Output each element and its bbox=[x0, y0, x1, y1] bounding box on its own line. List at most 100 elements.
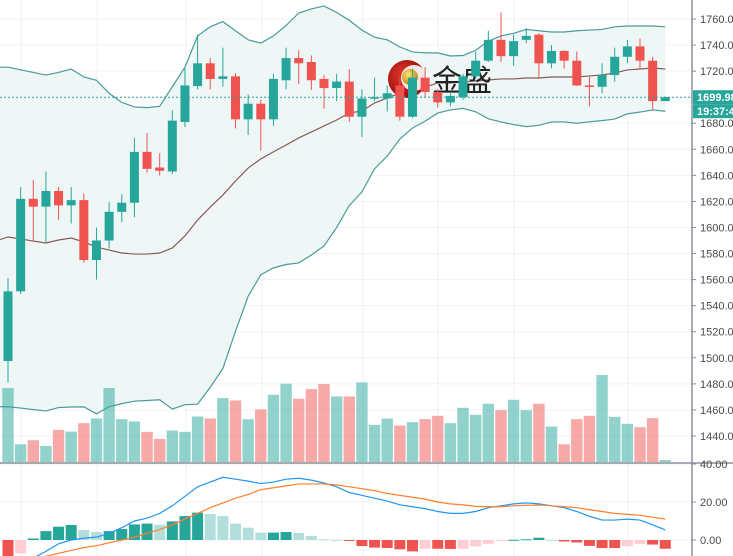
candle-body bbox=[243, 103, 253, 120]
candle bbox=[256, 99, 266, 151]
candle-body bbox=[584, 85, 594, 87]
candle bbox=[231, 73, 241, 129]
candle bbox=[622, 39, 632, 64]
volume-bar bbox=[634, 427, 646, 462]
candle-body bbox=[357, 98, 367, 117]
volume-bar bbox=[507, 399, 520, 462]
bollinger-bands bbox=[0, 5, 666, 415]
volume-bar bbox=[659, 459, 671, 462]
volume-bar bbox=[128, 421, 141, 462]
price-axis[interactable]: 1440.00 1460.00 1480.00 1500.00 1520.00 1540.… bbox=[692, 14, 733, 443]
macd-histogram-bar bbox=[596, 540, 608, 548]
volume-bar bbox=[457, 407, 469, 462]
candle-body bbox=[79, 200, 89, 261]
candle bbox=[28, 179, 38, 242]
macd-histogram-bar bbox=[166, 521, 178, 540]
macd-histogram-bar bbox=[343, 540, 355, 541]
macd-histogram-bar bbox=[192, 512, 204, 540]
candle bbox=[559, 50, 569, 69]
volume-bar bbox=[520, 410, 532, 462]
macd-histogram-bar bbox=[369, 540, 381, 548]
candle-body bbox=[471, 60, 481, 77]
macd-pane bbox=[2, 476, 671, 556]
candle bbox=[496, 12, 506, 62]
candle bbox=[332, 73, 342, 102]
macd-histogram-bar bbox=[230, 523, 242, 540]
price-tick-label: 1560.00 bbox=[700, 275, 733, 287]
macd-histogram-bar bbox=[217, 516, 229, 540]
volume-bar bbox=[103, 388, 115, 462]
macd-histogram-bar bbox=[533, 537, 545, 540]
candle bbox=[370, 77, 380, 102]
candle-body bbox=[142, 151, 152, 169]
volume-bar bbox=[545, 426, 558, 462]
macd-histogram-bar bbox=[609, 540, 621, 548]
macd-axis[interactable]: 0.00 20.00 40.00 bbox=[692, 459, 728, 547]
volume-bar bbox=[14, 444, 27, 462]
candle-body bbox=[635, 46, 645, 61]
volume-bar bbox=[368, 424, 381, 462]
candle-body bbox=[268, 78, 278, 120]
volume-bar bbox=[596, 375, 608, 462]
candle-body bbox=[395, 85, 405, 117]
macd-histogram-bar bbox=[470, 540, 482, 547]
macd-histogram-bar bbox=[40, 531, 52, 540]
macd-histogram-bar bbox=[621, 540, 633, 547]
candle bbox=[509, 34, 519, 66]
candle-body bbox=[319, 78, 329, 89]
candle-body bbox=[3, 291, 13, 362]
price-tick-label: 1760.00 bbox=[700, 14, 733, 26]
candle-body bbox=[458, 76, 468, 98]
volume-bar bbox=[27, 440, 39, 462]
candle-body bbox=[155, 167, 165, 171]
macd-histogram-bar bbox=[508, 539, 520, 541]
volume-bar bbox=[432, 415, 444, 462]
volume-bar bbox=[343, 396, 355, 462]
macd-histogram-bar bbox=[305, 536, 317, 540]
macd-histogram-bar bbox=[331, 539, 343, 541]
candle-body bbox=[231, 76, 241, 120]
macd-histogram-bar bbox=[179, 516, 191, 540]
volume-bar bbox=[204, 418, 216, 462]
candle bbox=[41, 171, 51, 244]
macd-histogram-bar bbox=[318, 539, 330, 541]
macd-histogram-bar bbox=[116, 528, 128, 540]
volume-bar bbox=[318, 384, 330, 462]
candle-body bbox=[117, 202, 127, 212]
volume-bar bbox=[583, 415, 596, 462]
candle bbox=[534, 33, 544, 79]
macd-histogram-bar bbox=[546, 539, 558, 541]
macd-histogram-bar bbox=[444, 540, 456, 549]
candle bbox=[584, 76, 594, 107]
macd-histogram-bar bbox=[647, 540, 659, 545]
candle bbox=[547, 45, 557, 69]
candle-body bbox=[370, 97, 380, 99]
price-tick-label: 1620.00 bbox=[700, 196, 733, 208]
volume-bar bbox=[229, 400, 242, 462]
signal-line bbox=[43, 483, 666, 556]
macd-histogram-bar bbox=[293, 532, 305, 540]
candle-body bbox=[180, 85, 190, 122]
candle-body bbox=[547, 50, 557, 64]
price-tick-label: 1520.00 bbox=[700, 327, 733, 339]
volume-bar bbox=[621, 423, 634, 462]
price-tick-label: 1460.00 bbox=[700, 405, 733, 417]
candle bbox=[471, 51, 481, 79]
macd-histogram-bar bbox=[280, 532, 292, 540]
volume-bar bbox=[293, 398, 305, 462]
candle-body bbox=[420, 77, 430, 92]
macd-histogram-bar bbox=[394, 540, 406, 550]
candle bbox=[483, 30, 493, 62]
candle-body bbox=[218, 76, 228, 79]
volume-bar bbox=[609, 416, 621, 462]
volume-bar bbox=[571, 419, 583, 462]
volume-bar bbox=[52, 429, 65, 462]
bollinger-fill bbox=[0, 5, 666, 414]
macd-histogram-bar bbox=[255, 532, 267, 540]
macd-histogram-bar bbox=[381, 540, 393, 548]
candle-body bbox=[256, 103, 266, 120]
volume-bar bbox=[533, 403, 545, 462]
macd-histogram-bar bbox=[356, 540, 368, 547]
